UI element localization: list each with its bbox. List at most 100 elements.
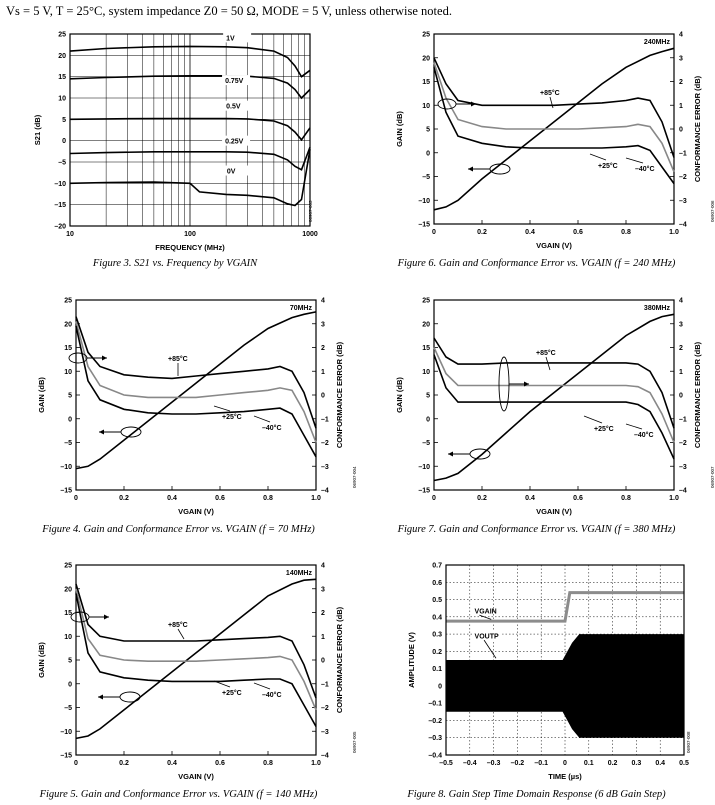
arrow-head <box>471 101 476 107</box>
label-leader <box>483 639 497 659</box>
y2-tick-label: 1 <box>679 369 683 376</box>
y-tick-label: –15 <box>418 222 430 229</box>
x-tick-label: 0.8 <box>621 229 631 236</box>
y-tick-label: 5 <box>62 117 66 124</box>
figure-code: 06907-003 <box>308 200 313 222</box>
series-line-0V <box>69 149 311 207</box>
y2-tick-label: 1 <box>321 634 325 641</box>
series-label: 0V <box>227 169 236 176</box>
x-tick-label: 0 <box>432 495 436 502</box>
x-tick-label: 1000 <box>302 231 318 238</box>
series-label: 0.75V <box>225 78 244 85</box>
x-tick-label: 0 <box>74 760 78 767</box>
annotation-85c: +85°C <box>536 349 556 357</box>
frequency-label: 70MHz <box>290 305 313 312</box>
vgain-waveform <box>446 591 684 623</box>
y-tick-label: –5 <box>58 160 66 167</box>
label-bg <box>223 32 252 43</box>
annotation-leader <box>177 628 185 640</box>
annotation-leader <box>549 96 554 109</box>
label-bg <box>223 100 252 111</box>
series-line-0.5V <box>69 117 311 142</box>
y-tick-label: 0 <box>426 416 430 423</box>
arrow-head <box>99 429 104 435</box>
y-tick-label: –0.3 <box>428 735 442 742</box>
y2-tick-label: –1 <box>679 150 687 157</box>
y-tick-label: 20 <box>422 55 430 62</box>
axis-ellipse <box>469 448 491 460</box>
y2-tick-label: –2 <box>321 705 329 712</box>
y-tick-label: 0.1 <box>432 666 442 673</box>
x-tick-label: 0.2 <box>477 229 487 236</box>
figure-4-caption: Figure 4. Gain and Conformance Error vs.… <box>42 524 315 535</box>
x-tick-label: 0 <box>432 229 436 236</box>
annotation-m40c: –40°C <box>262 424 282 432</box>
x-tick-label: 0.8 <box>263 495 273 502</box>
y-tick-label: –15 <box>54 202 66 209</box>
figure-code: 06907-006 <box>710 200 715 222</box>
x-axis-label: VGAIN (V) <box>178 772 214 781</box>
voutp-waveform <box>446 634 684 738</box>
y-tick-label: 10 <box>58 96 66 103</box>
x-tick-label: 0.8 <box>263 760 273 767</box>
x-tick-label: 0.5 <box>679 760 689 767</box>
y-axis-label: S21 (dB) <box>33 114 42 145</box>
x-axis-label: VGAIN (V) <box>178 507 214 516</box>
x-tick-label: 0.6 <box>215 495 225 502</box>
y-tick-label: 15 <box>64 610 72 617</box>
y2-tick-label: 0 <box>321 393 325 400</box>
y-tick-label: –0.2 <box>428 718 442 725</box>
gain-step-chart: –0.5 –0.4 –0.3 –0.2 –0.1 0 0.1 0.2 0.3 0.4 0.5–0.4… <box>407 563 691 782</box>
x-axis-label: FREQUENCY (MHz) <box>155 243 225 252</box>
y2-tick-label: 3 <box>321 586 325 593</box>
x-axis-label: VGAIN (V) <box>536 241 572 250</box>
figure-6: –15 –10 –5 0 5 10 15 20 25 –4 –3 –2 –1 0 1 2 3 4 0 0.2 0.4 0.… <box>358 22 715 272</box>
y2-tick-label: –2 <box>679 174 687 181</box>
gain-line <box>433 47 675 211</box>
error-line-1 <box>75 588 317 711</box>
y-tick-label: –15 <box>60 753 72 760</box>
x-tick-label: 0.8 <box>621 495 631 502</box>
x-tick-label: 10 <box>66 231 74 238</box>
annotation-25c: +25°C <box>222 413 242 421</box>
y2-tick-label: –4 <box>679 488 687 495</box>
x-tick-label: 0.4 <box>525 495 535 502</box>
y-tick-label: 25 <box>64 563 72 570</box>
s21-chart: –20 –15 –10 –5 0 5 10 15 20 25 10 100 1000 1V 0.75V 0.5… <box>33 32 318 253</box>
y-tick-label: 20 <box>422 321 430 328</box>
annotation-leader <box>253 415 271 423</box>
figure-6-caption: Figure 6. Gain and Conformance Error vs.… <box>397 258 676 269</box>
figure-5-caption: Figure 5. Gain and Conformance Error vs.… <box>39 789 318 800</box>
x-tick-label: –0.1 <box>534 760 548 767</box>
y-tick-label: 0.3 <box>432 632 442 639</box>
series-label: 0.5V <box>226 104 241 111</box>
error-line-1 <box>433 347 675 443</box>
y-tick-label: –5 <box>422 174 430 181</box>
y2-tick-label: 4 <box>321 563 325 570</box>
y-tick-label: 15 <box>64 345 72 352</box>
x-tick-label: 1.0 <box>669 229 679 236</box>
x-tick-label: 0.4 <box>655 760 665 767</box>
y-tick-label: –5 <box>422 440 430 447</box>
x-tick-label: 0.6 <box>215 760 225 767</box>
y-axis-label: AMPLITUDE (V) <box>407 632 416 688</box>
y2-tick-label: 2 <box>679 345 683 352</box>
label-bg <box>222 75 251 86</box>
x-axis-label: TIME (µs) <box>548 772 582 781</box>
x-tick-label: –0.2 <box>511 760 525 767</box>
label-bg <box>222 135 251 146</box>
error-line-2 <box>75 593 317 727</box>
x-tick-label: 0.4 <box>167 495 177 502</box>
y-tick-label: 10 <box>64 369 72 376</box>
y-tick-label: 25 <box>422 32 430 39</box>
y-tick-label: 5 <box>68 658 72 665</box>
y-tick-label: –0.1 <box>428 701 442 708</box>
y-tick-label: –20 <box>54 224 66 231</box>
annotation-85c: +85°C <box>540 89 560 97</box>
y-tick-label: –10 <box>60 464 72 471</box>
y2-tick-label: –2 <box>679 440 687 447</box>
y2-tick-label: 2 <box>321 345 325 352</box>
y2-axis-label: CONFORMANCE ERROR (dB) <box>335 341 344 448</box>
